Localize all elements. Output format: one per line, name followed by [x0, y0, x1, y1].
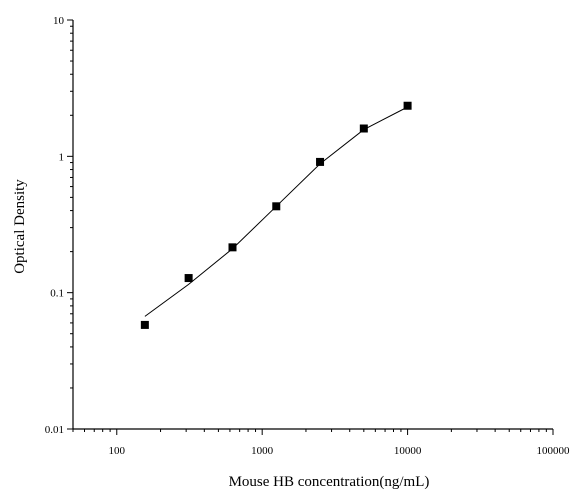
- data-point: [184, 274, 193, 283]
- x-tick-label: 100000: [537, 445, 571, 457]
- x-tick-label: 100: [109, 445, 126, 457]
- axes: [72, 20, 553, 430]
- y-axis-title: Optical Density: [12, 179, 28, 274]
- data-point: [272, 202, 281, 211]
- y-tick-label: 0.01: [45, 424, 64, 436]
- data-point: [228, 243, 237, 252]
- y-tick-label: 1: [59, 151, 65, 163]
- data-point: [140, 320, 149, 329]
- x-tick-label: 1000: [251, 445, 274, 457]
- x-axis-title: Mouse HB concentration(ng/mL): [229, 474, 430, 490]
- ticks: [67, 19, 554, 435]
- data-point: [316, 157, 325, 166]
- tick-labels: 100 1000 10000 100000 0.01 0.1 1 10: [45, 15, 570, 457]
- data-point: [359, 124, 368, 133]
- data-point: [403, 101, 412, 110]
- y-tick-label: 0.1: [50, 288, 64, 300]
- x-tick-label: 10000: [394, 445, 422, 457]
- fit-curve: [144, 106, 408, 317]
- y-tick-label: 10: [53, 15, 65, 27]
- data-points: [140, 101, 412, 329]
